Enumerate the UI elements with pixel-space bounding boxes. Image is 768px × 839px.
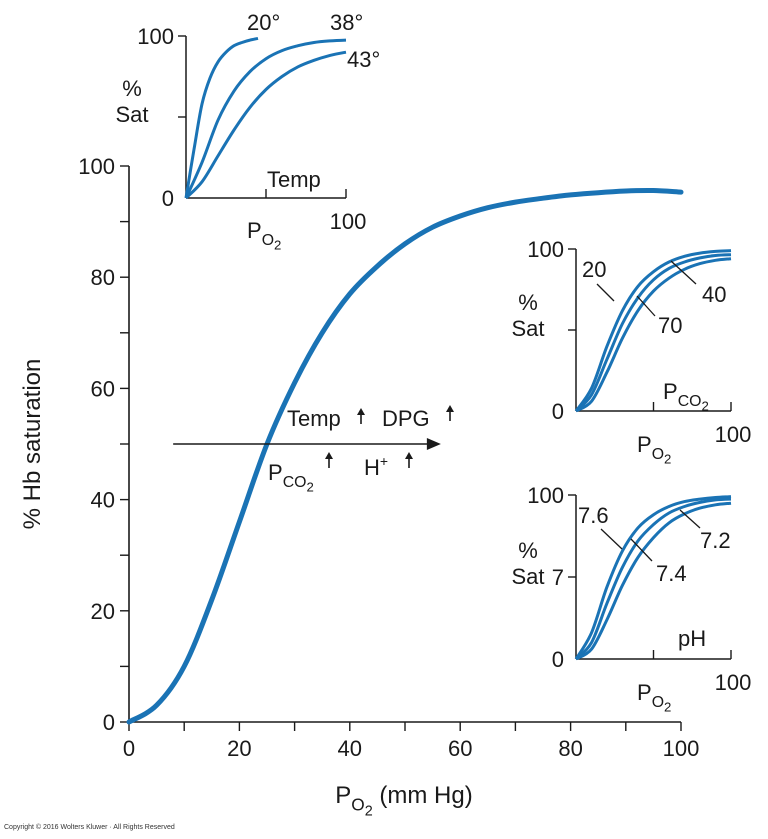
inset-ph-y-tick-zero-label: 0: [552, 647, 564, 672]
inset-pco2-series-label-70: 70: [658, 313, 682, 338]
inset-temp-y-tick-zero-label: 0: [162, 186, 174, 211]
inset-temp-curve-1: [184, 36, 259, 199]
inset-ph-curve-1: [574, 495, 732, 660]
inset-ph-y-tick-top-label: 100: [527, 483, 564, 508]
inset-ph-ylabel-sat: Sat: [511, 564, 544, 589]
inset-ph-series-label-7-4: 7.4: [656, 561, 687, 586]
inset-ph-series-label-7-6: 7.6: [578, 503, 609, 528]
inset-ph-xlabel: PO2: [637, 680, 671, 714]
x-tick-label: 0: [123, 736, 135, 761]
x-tick-label: 80: [558, 736, 582, 761]
inset-pco2-series-label-40: 40: [702, 282, 726, 307]
x-axis-title: PO2 (mm Hg): [335, 782, 472, 819]
inset-ph-x-tick-end-label: 100: [715, 670, 752, 695]
inset-temp-xlabel: PO2: [247, 218, 281, 252]
inset-ph-ylabel-percent: %: [518, 538, 538, 563]
inset-temp-series-label-43: 43°: [347, 47, 380, 72]
pco2-increase-label: PCO2: [268, 460, 314, 494]
inset-temp-x-tick-end-label: 100: [330, 209, 367, 234]
inset-ph-y-tick-middle-label: 7: [552, 565, 564, 590]
inset-pco2-ylabel-percent: %: [518, 290, 538, 315]
inset-pco2-curve-1: [574, 249, 732, 412]
x-tick-label: 40: [338, 736, 362, 761]
inset-pco2-curve-2: [574, 253, 732, 413]
inset-temp-y-tick-top-label: 100: [137, 24, 174, 49]
h-ion-up-arrow-head: [405, 452, 413, 459]
inset-ph-series-label-7-2: 7.2: [700, 528, 731, 553]
inset-ph-curve-3: [575, 501, 732, 661]
inset-pco2-x-tick-end-label: 100: [715, 422, 752, 447]
inset-temp-series-label-38: 38°: [330, 10, 363, 35]
chart-canvas: 0 20 40 60 80 100 0 20 40 60 80 100 % Hb saturation P…: [19, 10, 752, 819]
inset-pco2-leader-70: [636, 295, 656, 317]
inset-pco2-y-tick-top-label: 100: [527, 237, 564, 262]
y-tick-label: 100: [78, 154, 115, 179]
y-tick-label: 0: [103, 710, 115, 735]
temp-increase-label: Temp: [287, 406, 341, 431]
x-tick-label: 100: [663, 736, 700, 761]
inset-pco2-leader-40: [670, 260, 697, 285]
inset-ph-variable-label: pH: [678, 626, 706, 651]
inset-temp-variable-label: Temp: [267, 167, 321, 192]
inset-ph-leader-7-4: [630, 538, 653, 562]
main-saturation-curve: [126, 187, 684, 725]
temp-up-arrow-head: [357, 408, 365, 415]
inset-temp-curve-3: [184, 50, 347, 200]
inset-temp-curve-2: [184, 38, 347, 199]
shift-arrow-head: [426, 438, 441, 450]
y-tick-label: 20: [91, 599, 115, 624]
y-tick-label: 60: [91, 376, 115, 401]
y-tick-label: 80: [91, 265, 115, 290]
inset-pco2-leader-20: [596, 283, 615, 302]
inset-pco2-y-tick-zero-label: 0: [552, 399, 564, 424]
inset-temp-ylabel-percent: %: [122, 76, 142, 101]
x-tick-label: 60: [448, 736, 472, 761]
inset-pco2-variable-label: PCO2: [663, 379, 709, 413]
inset-ph-leader-7-6: [600, 528, 623, 550]
inset-pco2-xlabel: PO2: [637, 432, 671, 466]
inset-ph-curve-2: [574, 497, 732, 661]
inset-temp-ylabel-sat: Sat: [115, 102, 148, 127]
inset-pco2-series-label-20: 20: [582, 257, 606, 282]
inset-pco2-curve-3: [575, 257, 732, 413]
copyright-notice: Copyright © 2016 Wolters Kluwer · All Ri…: [4, 824, 175, 831]
inset-temp-series-label-20: 20°: [247, 10, 280, 35]
inset-pco2-ylabel-sat: Sat: [511, 316, 544, 341]
y-tick-label: 40: [91, 488, 115, 513]
h-ion-increase-label: H+: [364, 453, 388, 480]
inset-ph-leader-7-2: [679, 509, 701, 529]
dpg-up-arrow-head: [446, 405, 454, 412]
dpg-increase-label: DPG: [382, 406, 430, 431]
pco2-up-arrow-head: [325, 452, 333, 459]
x-tick-label: 20: [227, 736, 251, 761]
y-axis-title: % Hb saturation: [19, 359, 46, 530]
